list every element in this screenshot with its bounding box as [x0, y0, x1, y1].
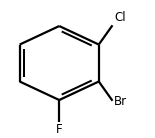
- Text: Br: Br: [114, 95, 127, 108]
- Text: Cl: Cl: [114, 11, 126, 24]
- Text: F: F: [56, 123, 63, 136]
